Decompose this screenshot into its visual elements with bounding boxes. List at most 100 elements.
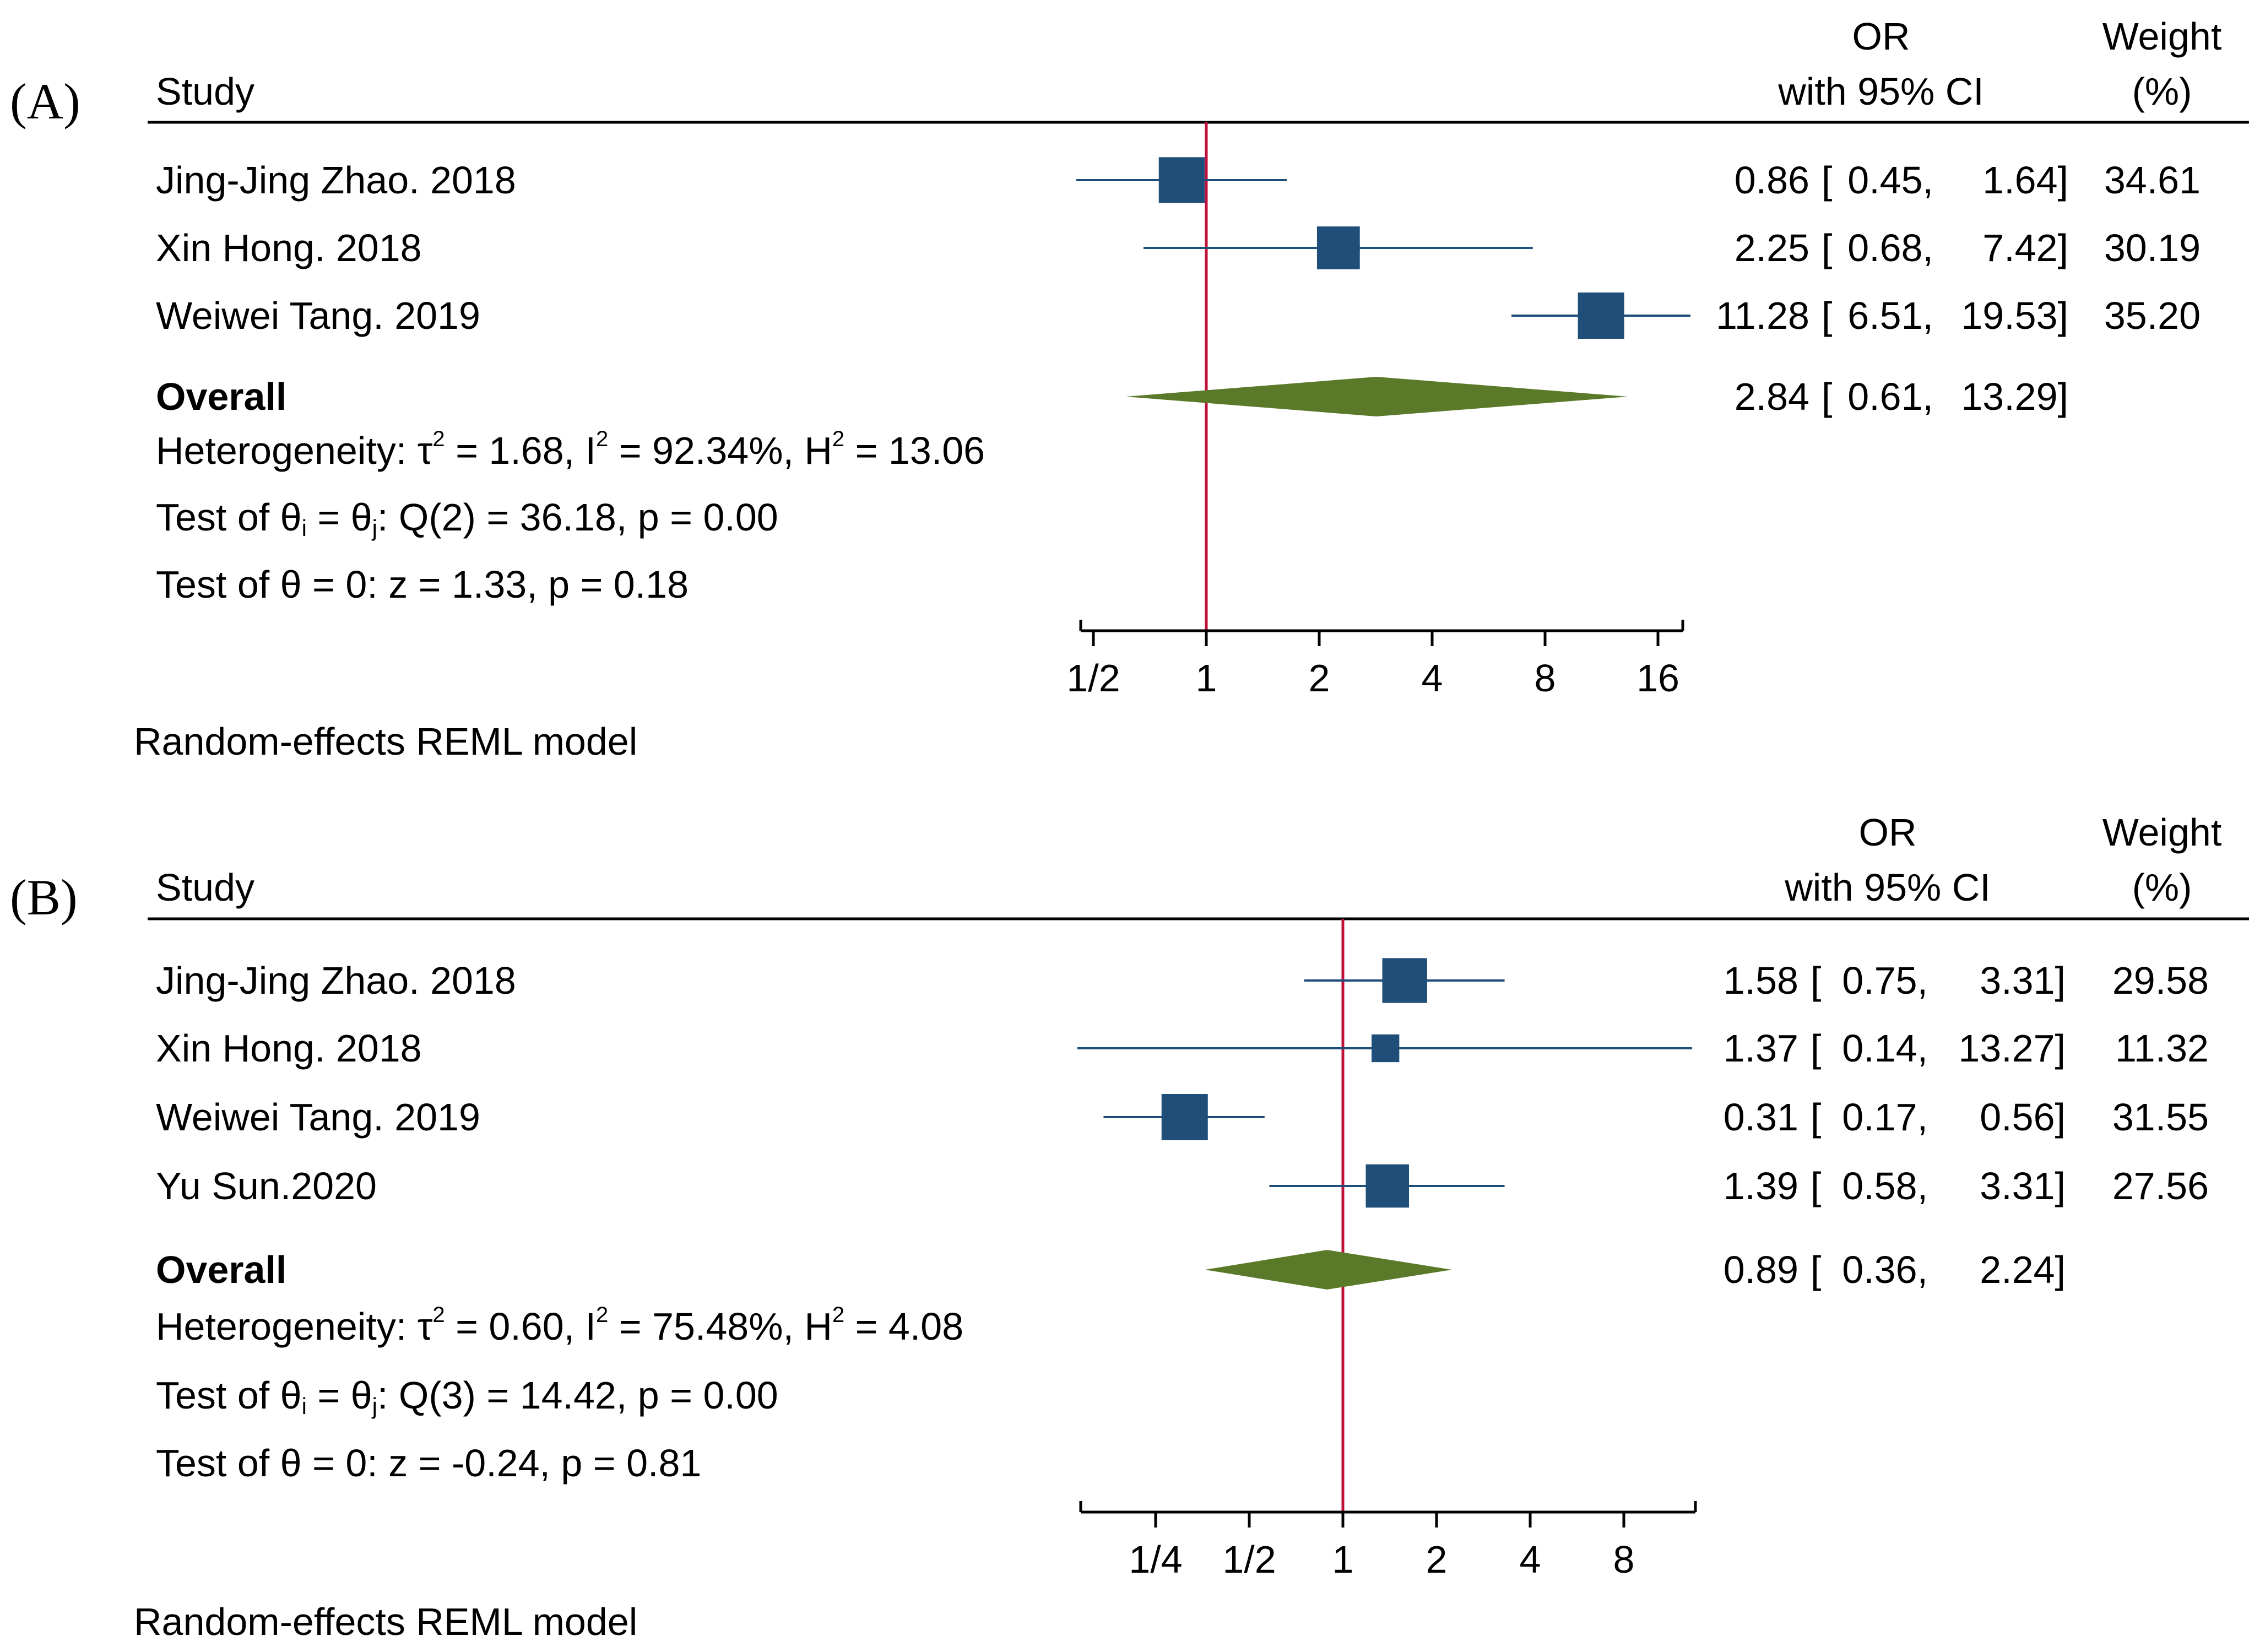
study-ci-lower: 0.14, [1842, 1027, 1928, 1070]
study-name: Xin Hong. 2018 [156, 226, 422, 269]
study-ci-upper: 7.42] [1982, 226, 2068, 269]
study-or-value: 1.39 [1724, 1164, 1798, 1207]
study-weight-value: 29.58 [2112, 959, 2209, 1002]
overall-label: Overall [156, 375, 286, 418]
i2-value: = 92.34%, H [608, 429, 832, 472]
study-or-value: 0.86 [1735, 159, 1809, 202]
x-tick-label: 16 [1636, 657, 1679, 700]
study-weight-box [1372, 1034, 1400, 1063]
x-tick-label: 8 [1535, 657, 1556, 700]
study-weight-value: 34.61 [2104, 159, 2201, 202]
x-tick-label: 1/2 [1222, 1538, 1276, 1581]
ci-open-bracket: [ [1811, 1096, 1821, 1139]
study-or-value: 1.37 [1724, 1027, 1798, 1070]
study-or-value: 0.31 [1724, 1096, 1798, 1139]
study-weight-box [1316, 226, 1360, 269]
study-ci-upper: 1.64] [1982, 159, 2068, 202]
study-name: Yu Sun.2020 [156, 1164, 377, 1207]
overall-ci-upper: 13.29] [1961, 375, 2068, 418]
study-weight-value: 31.55 [2112, 1096, 2209, 1139]
superscript-two: 2 [596, 1303, 608, 1327]
x-tick-label: 2 [1309, 657, 1330, 700]
study-name: Jing-Jing Zhao. 2018 [156, 159, 516, 202]
q-test-part: : Q(3) = 14.42, p = 0.00 [377, 1374, 778, 1417]
q-test-stats: Test of θi = θj: Q(3) = 14.42, p = 0.00 [156, 1374, 778, 1419]
model-note: Random-effects REML model [134, 1600, 637, 1643]
ci-open-bracket: [ [1811, 1164, 1821, 1207]
study-column-header: Study [156, 70, 254, 113]
superscript-two: 2 [832, 427, 844, 451]
ci-open-bracket: [ [1811, 1027, 1821, 1070]
superscript-two: 2 [432, 427, 445, 451]
study-ci-upper: 3.31] [1980, 959, 2066, 1002]
overall-ci-lower: 0.36, [1842, 1248, 1928, 1291]
heterogeneity-stats: Heterogeneity: τ2 = 1.68, I2 = 92.34%, H… [156, 427, 985, 472]
tau2-value: = 0.60, I [445, 1305, 596, 1348]
study-or-value: 1.58 [1724, 959, 1798, 1002]
superscript-two: 2 [832, 1303, 844, 1327]
x-tick-label: 4 [1422, 657, 1443, 700]
study-ci-upper: 19.53] [1961, 294, 2068, 337]
x-tick-label: 4 [1520, 1538, 1541, 1581]
superscript-two: 2 [596, 427, 608, 451]
ci-open-bracket: [ [1811, 959, 1821, 1002]
study-weight-box [1382, 958, 1427, 1003]
q-test-part: : Q(2) = 36.18, p = 0.00 [377, 496, 778, 539]
or-column-header-top: OR [1852, 15, 1910, 58]
overall-or-value: 0.89 [1724, 1248, 1798, 1291]
panel-label: (A) [10, 73, 80, 129]
overall-ci-upper: 2.24] [1980, 1248, 2066, 1291]
study-weight-value: 11.32 [2115, 1027, 2209, 1070]
x-tick-label: 1 [1332, 1538, 1354, 1581]
heterogeneity-stats: Heterogeneity: τ2 = 0.60, I2 = 75.48%, H… [156, 1303, 963, 1348]
overall-label: Overall [156, 1248, 286, 1291]
study-weight-box [1578, 293, 1624, 339]
study-or-value: 2.25 [1735, 226, 1809, 269]
or-column-header-top: OR [1859, 811, 1917, 854]
study-name: Weiwei Tang. 2019 [156, 1096, 480, 1139]
q-test-part: = θ [307, 1374, 372, 1417]
subscript-i: i [302, 515, 307, 541]
study-ci-lower: 0.45, [1847, 159, 1933, 202]
study-ci-lower: 0.75, [1842, 959, 1928, 1002]
weight-column-header-bottom: (%) [2132, 70, 2192, 113]
x-tick-label: 1/4 [1129, 1538, 1182, 1581]
overall-or-value: 2.84 [1735, 375, 1809, 418]
study-ci-lower: 6.51, [1847, 294, 1933, 337]
study-weight-box [1161, 1094, 1208, 1140]
model-note: Random-effects REML model [134, 720, 637, 763]
study-ci-lower: 0.17, [1842, 1096, 1928, 1139]
z-test-stats: Test of θ = 0: z = -0.24, p = 0.81 [156, 1442, 701, 1485]
ci-open-bracket: [ [1822, 294, 1832, 337]
q-test-part: = θ [307, 496, 372, 539]
study-weight-value: 35.20 [2104, 294, 2201, 337]
study-ci-lower: 0.68, [1847, 226, 1933, 269]
study-weight-value: 27.56 [2112, 1164, 2209, 1207]
study-ci-upper: 0.56] [1980, 1096, 2066, 1139]
x-tick-label: 1 [1196, 657, 1217, 700]
ci-open-bracket: [ [1822, 226, 1832, 269]
h2-value: = 4.08 [844, 1305, 963, 1348]
panel-label: (B) [10, 869, 78, 925]
study-weight-box [1158, 157, 1205, 203]
ci-open-bracket: [ [1822, 159, 1832, 202]
subscript-i: i [302, 1393, 307, 1419]
study-ci-lower: 0.58, [1842, 1164, 1928, 1207]
or-column-header-bottom: with 95% CI [1777, 70, 1984, 113]
q-test-stats: Test of θi = θj: Q(2) = 36.18, p = 0.00 [156, 496, 778, 541]
study-name: Jing-Jing Zhao. 2018 [156, 959, 516, 1002]
ci-open-bracket: [ [1811, 1248, 1821, 1291]
tau2-value: = 1.68, I [445, 429, 596, 472]
z-test-stats: Test of θ = 0: z = 1.33, p = 0.18 [156, 563, 689, 606]
overall-ci-lower: 0.61, [1847, 375, 1933, 418]
q-test-part: Test of θ [156, 1374, 302, 1417]
overall-diamond [1125, 377, 1628, 416]
ci-open-bracket: [ [1822, 375, 1832, 418]
study-ci-upper: 13.27] [1958, 1027, 2066, 1070]
subscript-j: j [371, 515, 377, 541]
study-weight-value: 30.19 [2104, 226, 2201, 269]
study-name: Xin Hong. 2018 [156, 1027, 422, 1070]
x-tick-label: 8 [1613, 1538, 1635, 1581]
weight-column-header-bottom: (%) [2132, 866, 2192, 909]
